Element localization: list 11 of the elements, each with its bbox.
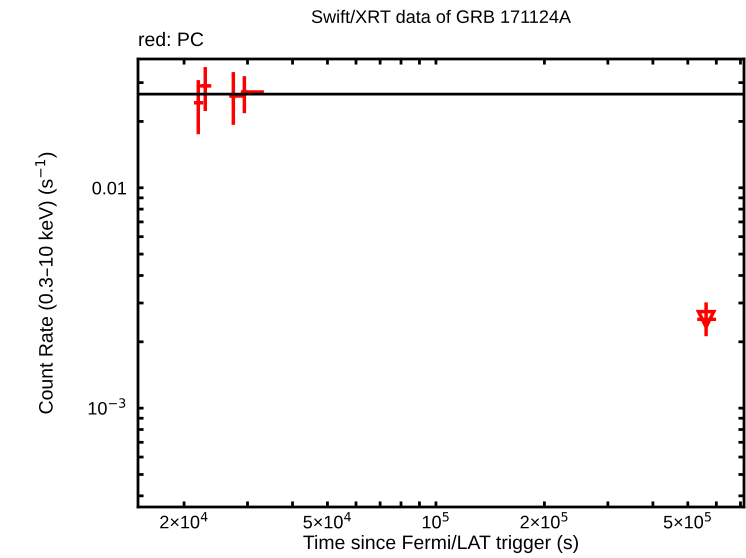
x-tick-label: 10$^{5}$ [422, 512, 449, 528]
x-tick-label: 2×10$^{4}$ [160, 512, 208, 528]
y-axis-title: Count Rate (0.3–10 keV) (s$^{−1}$) [35, 152, 57, 414]
x-tick-label: 2×10$^{5}$ [520, 512, 568, 528]
y-tick-label: 10$^{−3}$ [88, 398, 126, 415]
x-tick-label: 5×10$^{4}$ [303, 512, 351, 528]
text: red: PC [139, 32, 204, 46]
x-tick-label: 5×10$^{5}$ [664, 512, 711, 528]
x-axis-title: Time since Fermi/LAT trigger (s) [303, 534, 578, 554]
chart-title: Swift/XRT data of GRB 171124A [312, 10, 571, 24]
y-tick-label: 0.01 [92, 182, 126, 194]
